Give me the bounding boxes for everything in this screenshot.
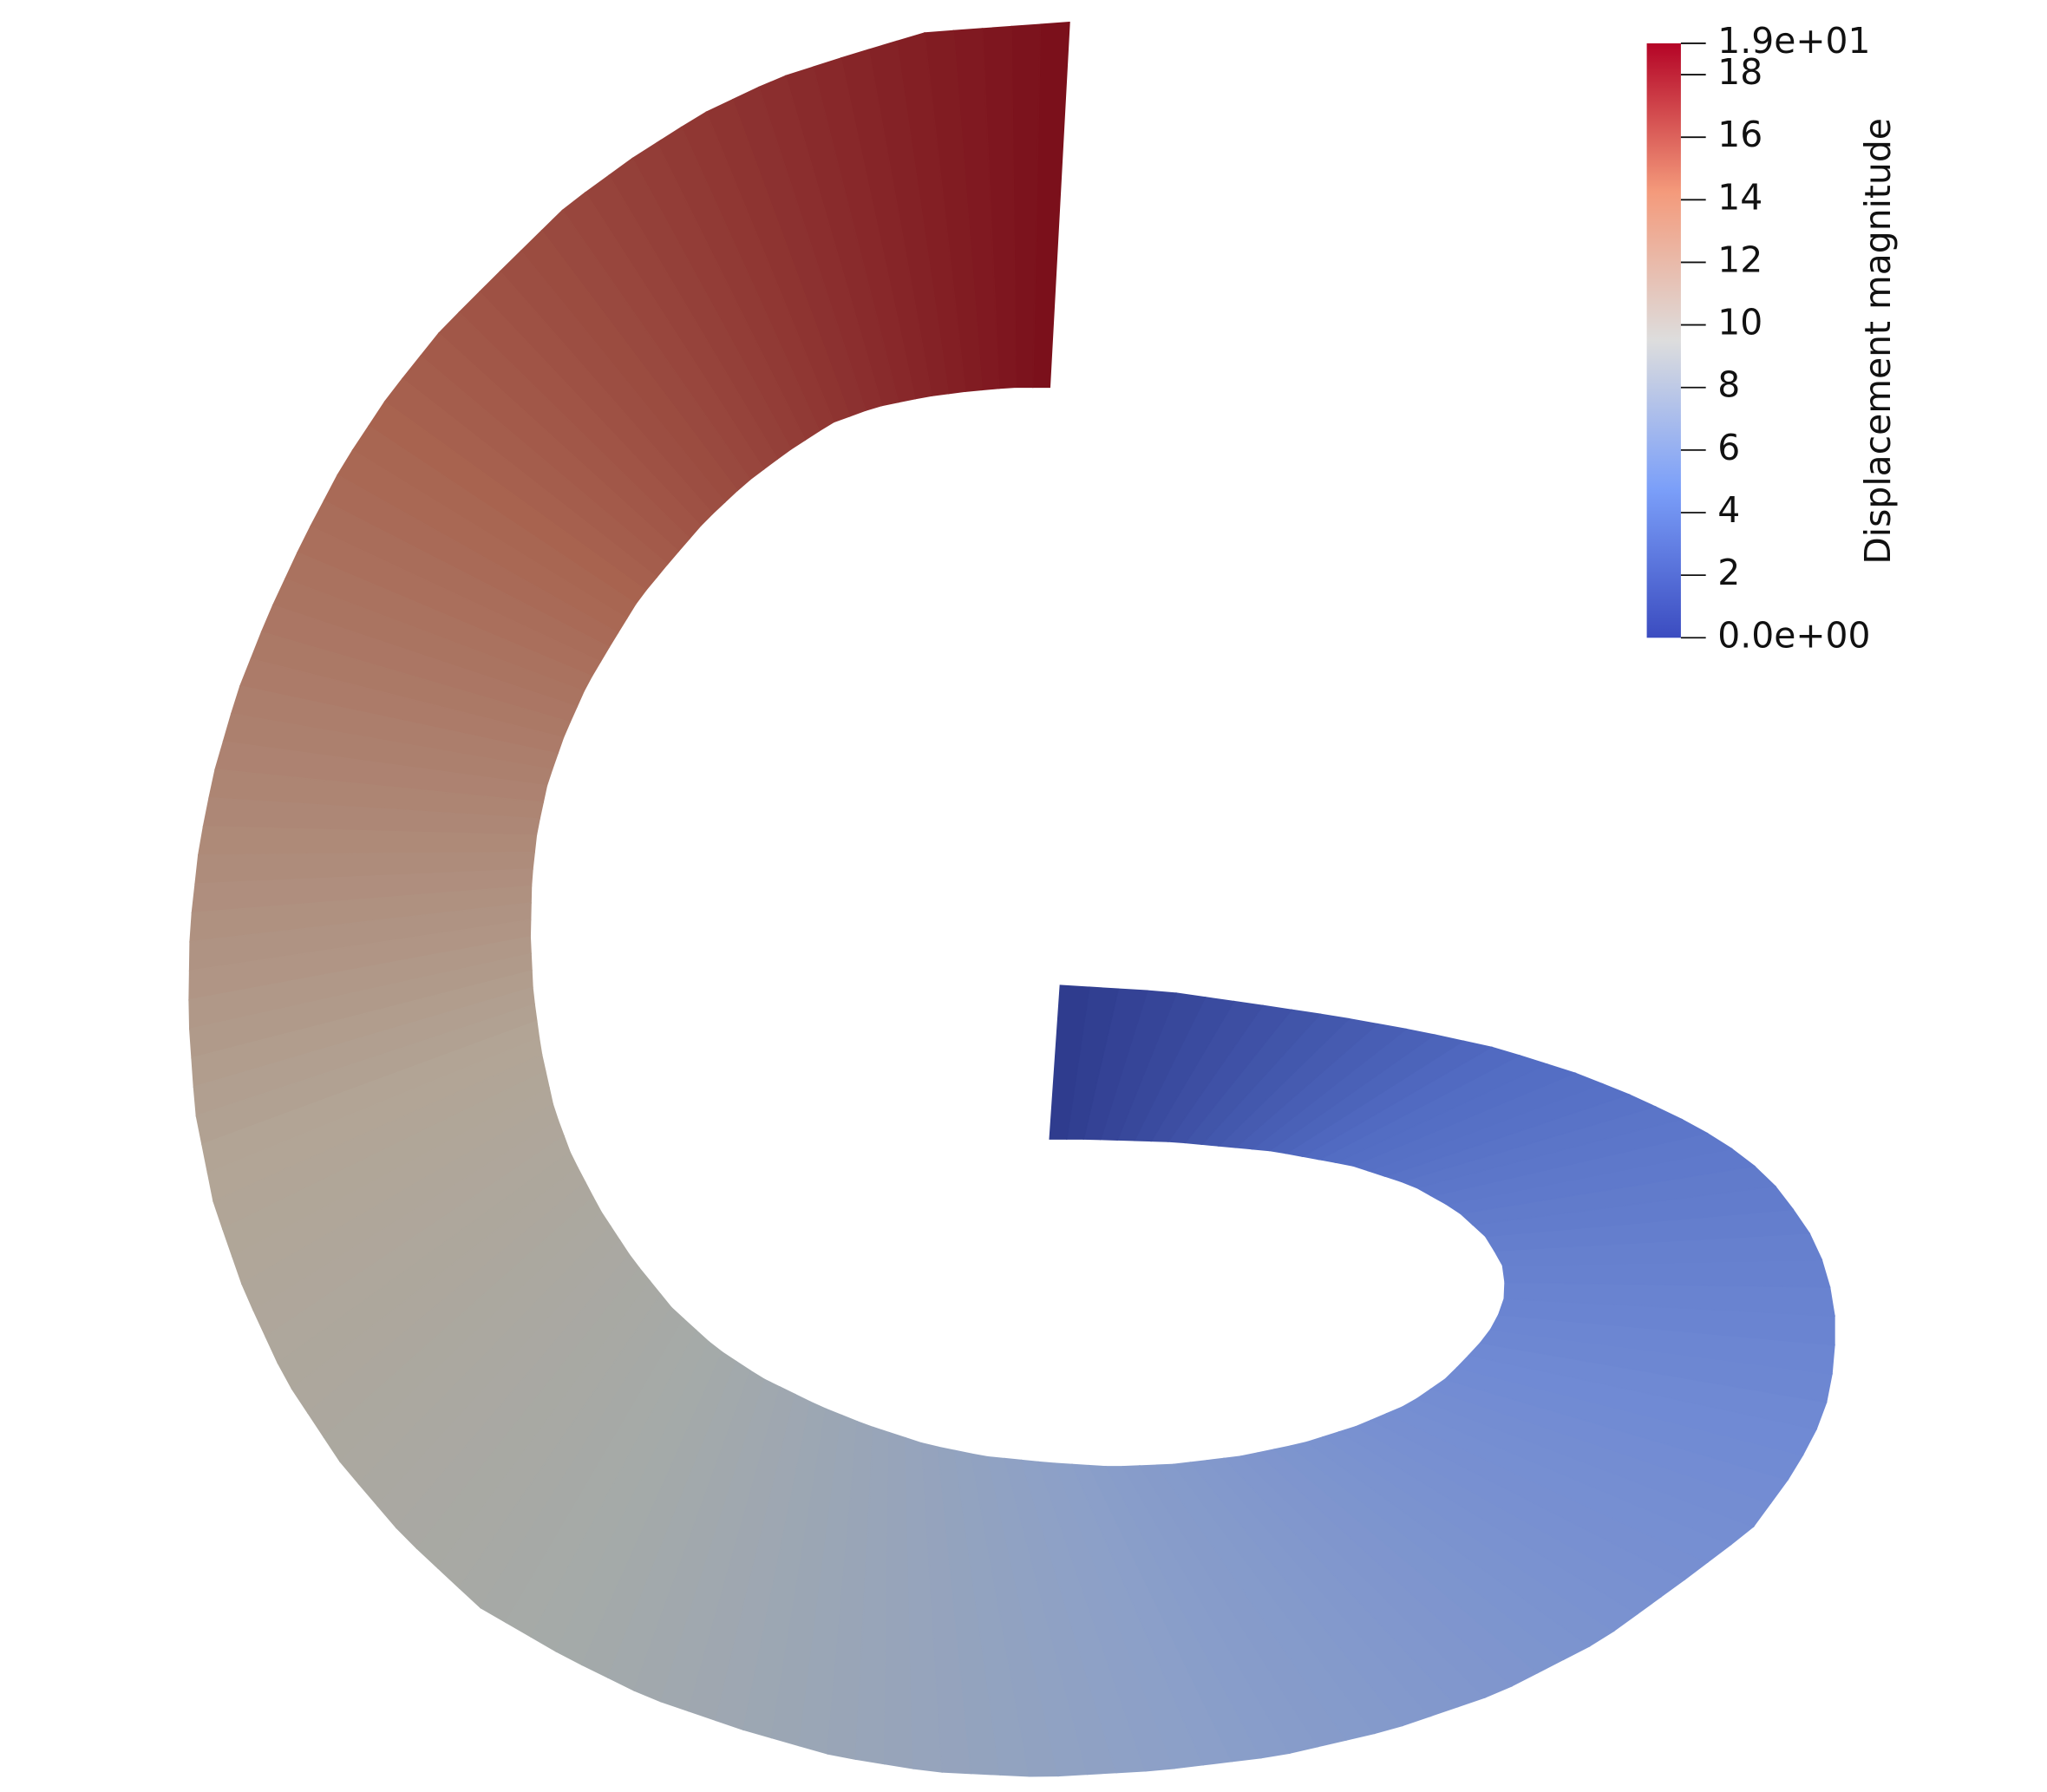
tick-label: 8 bbox=[1717, 364, 1740, 406]
deformed-beam bbox=[188, 21, 1835, 1777]
color-bar-gradient bbox=[1646, 43, 1681, 638]
tick-label: 4 bbox=[1717, 489, 1740, 531]
tick-label: 1.9e+01 bbox=[1717, 20, 1870, 62]
tick-label: 16 bbox=[1717, 114, 1763, 155]
tick-label: 6 bbox=[1717, 427, 1740, 468]
tick-label: 14 bbox=[1717, 176, 1763, 218]
mesh-cell bbox=[1049, 984, 1090, 1140]
tick-label: 10 bbox=[1717, 302, 1763, 343]
tick-label: 18 bbox=[1717, 51, 1763, 93]
color-bar-title: Displacement magnitude bbox=[1857, 118, 1899, 565]
tick-label: 2 bbox=[1717, 552, 1740, 593]
tick-label: 12 bbox=[1717, 239, 1763, 280]
tick-label: 0.0e+00 bbox=[1717, 614, 1870, 656]
